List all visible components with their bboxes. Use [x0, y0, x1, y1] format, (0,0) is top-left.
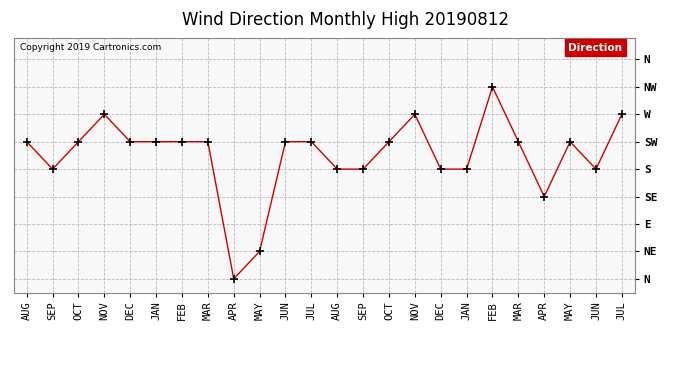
Text: Wind Direction Monthly High 20190812: Wind Direction Monthly High 20190812	[181, 11, 509, 29]
Text: Copyright 2019 Cartronics.com: Copyright 2019 Cartronics.com	[20, 43, 161, 52]
Text: Direction: Direction	[569, 43, 622, 52]
